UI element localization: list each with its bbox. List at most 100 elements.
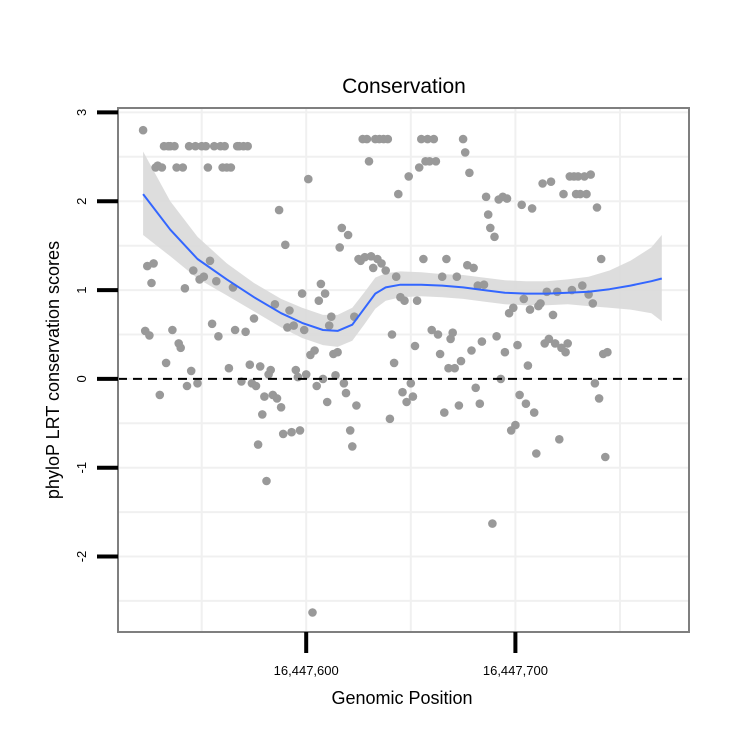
data-point [408, 392, 418, 401]
x-tick-label: 16,447,700 [483, 663, 548, 678]
data-point [532, 449, 541, 458]
data-point [423, 134, 432, 144]
data-point [341, 388, 351, 398]
smooth-line-group [142, 193, 663, 332]
data-point [266, 365, 276, 375]
data-point [226, 163, 236, 172]
data-point [456, 356, 466, 366]
data-point [448, 328, 458, 338]
data-point [193, 379, 202, 388]
data-point [538, 179, 547, 188]
y-tick-label: 0 [74, 375, 89, 382]
data-point [172, 163, 181, 172]
data-point [199, 272, 209, 282]
data-point [335, 243, 345, 252]
data-point [364, 157, 374, 166]
data-point [207, 319, 217, 329]
data-point [138, 125, 148, 135]
data-point [270, 300, 280, 309]
data-point [398, 387, 407, 397]
data-point [170, 141, 179, 151]
data-point [184, 141, 194, 151]
data-point [458, 134, 468, 144]
data-point [519, 294, 529, 304]
data-point [262, 476, 271, 486]
data-point [241, 327, 250, 337]
data-point [477, 337, 487, 346]
data-point [603, 347, 612, 357]
data-point [348, 442, 357, 451]
confidence-ribbon [143, 151, 662, 347]
data-point [435, 349, 445, 359]
data-point [295, 426, 305, 435]
data-point [475, 399, 485, 409]
data-point [161, 358, 171, 368]
data-point [387, 330, 397, 339]
data-point [327, 312, 336, 322]
y-axis-label: phyloP LRT conservation scores [43, 241, 63, 499]
data-point [429, 134, 439, 144]
data-point [180, 284, 190, 293]
data-point [381, 266, 391, 275]
data-point [272, 394, 282, 403]
data-point [360, 252, 370, 262]
data-point [431, 157, 441, 166]
data-point [414, 163, 424, 172]
data-point [287, 427, 296, 437]
data-point [333, 347, 342, 357]
data-point [304, 174, 313, 184]
data-point [291, 365, 301, 375]
data-point [586, 170, 595, 179]
data-point [337, 223, 347, 233]
data-point [488, 519, 497, 528]
data-point [515, 390, 524, 400]
data-point [322, 397, 332, 407]
data-point [245, 360, 255, 370]
data-point [419, 254, 428, 264]
data-point [469, 263, 478, 273]
data-point [253, 440, 263, 449]
data-point [310, 346, 319, 355]
data-point [578, 281, 587, 290]
data-point [243, 141, 252, 151]
data-point [594, 394, 604, 403]
x-tick-label: 16,447,600 [274, 663, 339, 678]
data-point [289, 321, 299, 330]
data-point [331, 371, 340, 380]
data-point [471, 383, 481, 393]
chart-title: Conservation [342, 75, 466, 98]
data-point [406, 379, 416, 388]
data-point [590, 379, 600, 388]
data-point [224, 363, 234, 373]
data-point [209, 141, 219, 151]
data-point [402, 397, 411, 407]
y-tick-label: 1 [74, 286, 89, 293]
data-point [561, 347, 570, 357]
data-point [486, 223, 495, 233]
smooth-line [142, 193, 663, 332]
data-point [552, 287, 562, 297]
data-point [281, 240, 290, 250]
data-point [205, 256, 215, 266]
data-point [157, 163, 167, 172]
data-point [536, 299, 545, 308]
data-point [417, 134, 426, 144]
data-point [394, 189, 403, 199]
data-point [278, 429, 288, 439]
data-point [343, 230, 353, 240]
data-point [601, 452, 610, 462]
data-point [316, 279, 326, 289]
data-point [312, 381, 322, 391]
data-point [563, 339, 572, 348]
data-point [352, 401, 361, 410]
data-point [362, 134, 372, 144]
data-point [525, 305, 535, 314]
data-point [442, 254, 451, 264]
data-point [523, 361, 533, 370]
data-point [299, 325, 309, 335]
y-axis: -2 -1 0 1 2 3 [74, 109, 118, 562]
data-point [339, 379, 349, 388]
data-point [182, 381, 192, 391]
x-axis: 16,447,600 16,447,700 [274, 632, 548, 678]
